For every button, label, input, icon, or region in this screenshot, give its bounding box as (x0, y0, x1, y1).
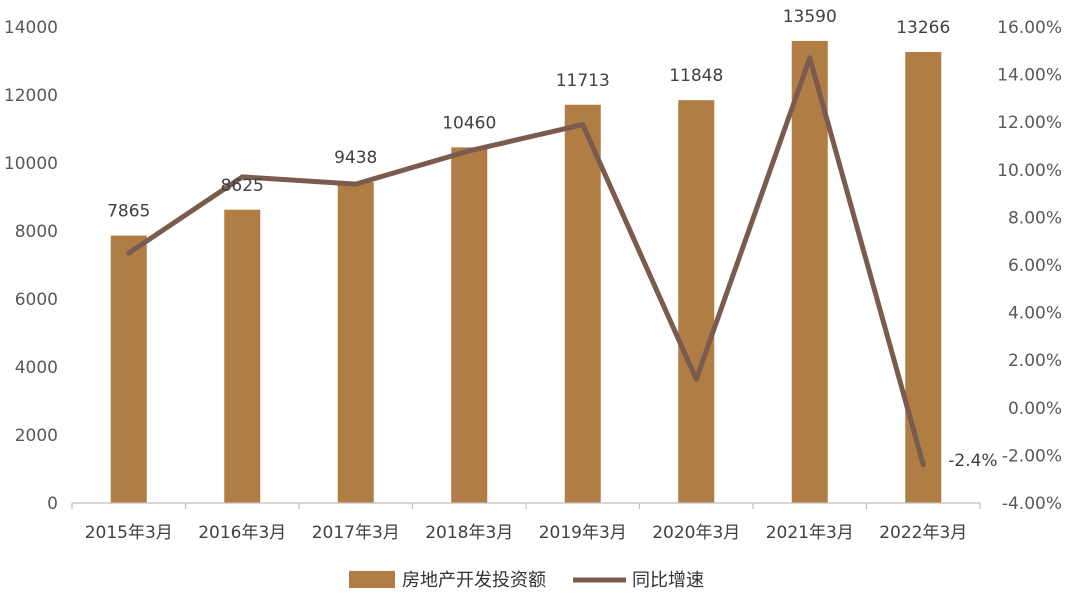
growth-line (126, 55, 926, 468)
bar-series (110, 40, 942, 504)
x-tick-label: 2016年3月 (198, 523, 286, 543)
x-axis-ticks: 2015年3月 2016年3月 2017年3月 2018年3月 2019年3月 2020年… (71, 503, 981, 543)
bar-2015年3月 (110, 235, 147, 503)
bar-2017年3月 (337, 182, 374, 503)
bar-2016年3月 (224, 209, 261, 503)
bar-data-label: 13266 (896, 18, 950, 38)
y-left-tick-label: 2000 (15, 426, 58, 446)
y-right-tick-label: 6.00% (1008, 256, 1062, 276)
x-tick-label: 2015年3月 (85, 523, 173, 543)
bar-2020年3月 (678, 100, 715, 503)
bar-data-label: 13590 (783, 7, 837, 27)
y-left-tick-label: 10000 (4, 154, 58, 174)
y-left-tick-label: 14000 (4, 18, 58, 38)
y-right-tick-label: 16.00% (997, 18, 1062, 38)
x-tick-label: 2020年3月 (652, 523, 740, 543)
y-right-tick-label: 14.00% (997, 66, 1062, 86)
legend-label-line: 同比增速 (632, 570, 704, 591)
y-left-tick-label: 12000 (4, 86, 58, 106)
y-right-tick-label: 0.00% (1008, 399, 1062, 419)
y-right-tick-label: 12.00% (997, 113, 1062, 133)
bar-2019年3月 (564, 104, 601, 504)
legend: 房地产开发投资额 同比增速 (349, 570, 704, 591)
bar-data-label: 8625 (221, 176, 264, 196)
y-right-tick-label: 10.00% (997, 161, 1062, 181)
y-right-tick-label: 4.00% (1008, 304, 1062, 324)
bar-2021年3月 (791, 40, 828, 503)
bar-data-label: 11713 (556, 71, 610, 91)
y-axis-left: 0 2000 4000 6000 8000 10000 12000 14000 (4, 18, 58, 514)
x-tick-label: 2022年3月 (879, 523, 967, 543)
y-left-tick-label: 0 (47, 494, 58, 514)
x-tick-label: 2021年3月 (766, 523, 854, 543)
y-left-tick-label: 4000 (15, 358, 58, 378)
line-series (126, 55, 926, 468)
y-left-tick-label: 6000 (15, 290, 58, 310)
x-tick-label: 2019年3月 (539, 523, 627, 543)
bar-data-label: 11848 (669, 66, 723, 86)
x-tick-label: 2018年3月 (425, 523, 513, 543)
data-labels: 7865 8625 9438 10460 11713 11848 13590 13266 -2.… (107, 7, 997, 471)
bar-2018年3月 (451, 147, 488, 504)
x-tick-label: 2017年3月 (312, 523, 400, 543)
bar-data-label: 9438 (334, 148, 377, 168)
y-right-tick-label: -4.00% (1002, 494, 1062, 514)
y-right-tick-label: 8.00% (1008, 208, 1062, 228)
line-end-label: -2.4% (948, 451, 997, 471)
legend-label-bar: 房地产开发投资额 (402, 570, 546, 591)
y-right-tick-label: 2.00% (1008, 351, 1062, 371)
legend-swatch-bar (349, 571, 395, 588)
bar-data-label: 10460 (442, 113, 496, 133)
y-right-tick-label: -2.00% (1002, 446, 1062, 466)
y-left-tick-label: 8000 (15, 222, 58, 242)
y-axis-right: -4.00% -2.00% 0.00% 2.00% 4.00% 6.00% 8.00% 10.… (997, 18, 1062, 514)
bar-2022年3月 (905, 51, 942, 504)
bar-data-label: 7865 (107, 202, 150, 222)
